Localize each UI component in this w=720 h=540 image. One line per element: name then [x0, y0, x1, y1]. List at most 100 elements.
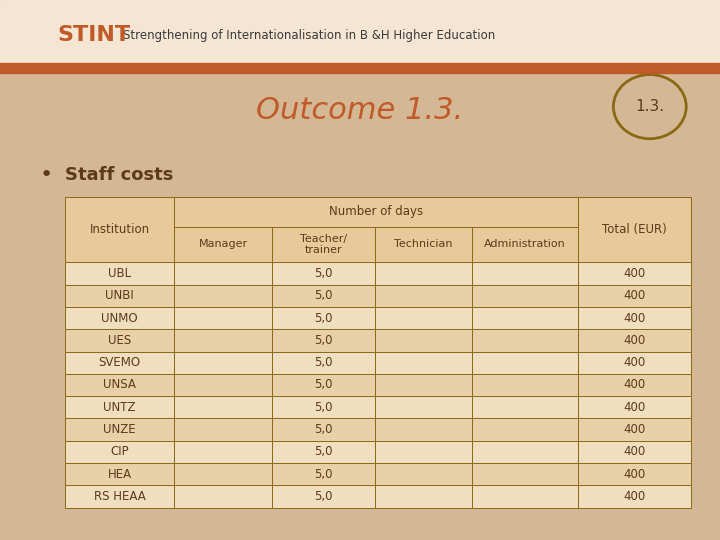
Bar: [271, 418, 375, 441]
Text: UES: UES: [108, 334, 131, 347]
Bar: [271, 227, 375, 262]
Bar: [578, 307, 691, 329]
Text: UNSA: UNSA: [103, 379, 136, 392]
Bar: [472, 285, 578, 307]
Bar: [375, 374, 472, 396]
Bar: [375, 463, 472, 485]
Bar: [375, 262, 472, 285]
Bar: [578, 463, 691, 485]
Text: HEA: HEA: [107, 468, 132, 481]
Bar: [375, 396, 472, 419]
Bar: [472, 262, 578, 285]
Text: 400: 400: [624, 267, 646, 280]
Text: UNBI: UNBI: [105, 289, 134, 302]
Text: Number of days: Number of days: [329, 205, 423, 218]
Bar: [65, 485, 174, 508]
Text: Manager: Manager: [199, 239, 248, 249]
Bar: [65, 307, 174, 329]
Bar: [65, 441, 174, 463]
Text: CIP: CIP: [110, 446, 129, 458]
Bar: [578, 262, 691, 285]
Text: 400: 400: [624, 289, 646, 302]
Bar: [271, 329, 375, 352]
Bar: [65, 197, 174, 262]
Bar: [174, 329, 271, 352]
Bar: [472, 418, 578, 441]
Text: UNZE: UNZE: [103, 423, 136, 436]
Bar: [174, 396, 271, 419]
Bar: [271, 463, 375, 485]
Text: UBL: UBL: [108, 267, 131, 280]
Bar: [578, 418, 691, 441]
Text: 5,0: 5,0: [314, 379, 333, 392]
Bar: [472, 485, 578, 508]
Bar: [375, 285, 472, 307]
Text: Institution: Institution: [89, 223, 150, 236]
Bar: [65, 418, 174, 441]
Bar: [65, 329, 174, 352]
Text: 5,0: 5,0: [314, 356, 333, 369]
Text: UNMO: UNMO: [102, 312, 138, 325]
Bar: [578, 485, 691, 508]
Bar: [375, 307, 472, 329]
Bar: [472, 396, 578, 419]
Text: 400: 400: [624, 401, 646, 414]
Bar: [174, 197, 578, 227]
Text: Total (EUR): Total (EUR): [603, 223, 667, 236]
Bar: [65, 374, 174, 396]
Text: 400: 400: [624, 446, 646, 458]
Text: 400: 400: [624, 334, 646, 347]
Bar: [578, 374, 691, 396]
Bar: [375, 441, 472, 463]
Bar: [472, 374, 578, 396]
Text: 5,0: 5,0: [314, 312, 333, 325]
Bar: [174, 463, 271, 485]
Bar: [472, 463, 578, 485]
Bar: [375, 418, 472, 441]
Bar: [174, 418, 271, 441]
Bar: [472, 329, 578, 352]
Bar: [375, 227, 472, 262]
Bar: [578, 396, 691, 419]
Bar: [271, 285, 375, 307]
Bar: [174, 352, 271, 374]
Bar: [271, 396, 375, 419]
Text: Strengthening of Internationalisation in B &H Higher Education: Strengthening of Internationalisation in…: [123, 29, 496, 42]
Bar: [472, 227, 578, 262]
Bar: [174, 441, 271, 463]
Bar: [65, 285, 174, 307]
Bar: [271, 374, 375, 396]
Bar: [271, 441, 375, 463]
Bar: [472, 307, 578, 329]
Bar: [174, 374, 271, 396]
Text: 400: 400: [624, 312, 646, 325]
Text: 5,0: 5,0: [314, 401, 333, 414]
Bar: [578, 441, 691, 463]
Bar: [472, 441, 578, 463]
Text: STINT: STINT: [57, 25, 130, 45]
Bar: [578, 285, 691, 307]
Text: Staff costs: Staff costs: [65, 166, 174, 185]
Bar: [271, 262, 375, 285]
Bar: [578, 352, 691, 374]
Text: 400: 400: [624, 490, 646, 503]
Text: 1.3.: 1.3.: [635, 99, 665, 114]
Text: 400: 400: [624, 356, 646, 369]
Text: 400: 400: [624, 468, 646, 481]
Bar: [65, 262, 174, 285]
Bar: [65, 463, 174, 485]
Text: 5,0: 5,0: [314, 490, 333, 503]
Text: 5,0: 5,0: [314, 267, 333, 280]
Bar: [472, 352, 578, 374]
Bar: [271, 485, 375, 508]
Text: 5,0: 5,0: [314, 423, 333, 436]
Text: Administration: Administration: [485, 239, 566, 249]
Bar: [271, 352, 375, 374]
Text: 5,0: 5,0: [314, 289, 333, 302]
Bar: [174, 227, 271, 262]
Bar: [65, 352, 174, 374]
Bar: [375, 329, 472, 352]
Text: UNTZ: UNTZ: [104, 401, 136, 414]
Bar: [174, 307, 271, 329]
Text: RS HEAA: RS HEAA: [94, 490, 145, 503]
